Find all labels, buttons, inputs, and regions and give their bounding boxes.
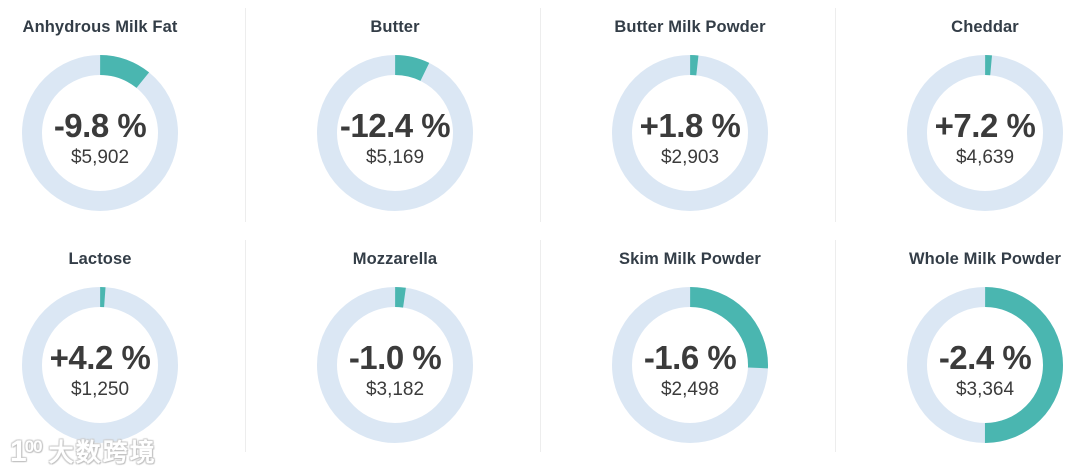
price-change-percent: -2.4 %	[938, 338, 1032, 376]
donut-chart: -1.0 % $3,182	[317, 287, 473, 443]
donut-center-text: -1.6 % $2,498	[612, 287, 768, 443]
donut-chart: -1.6 % $2,498	[612, 287, 768, 443]
price-change-percent: -1.0 %	[348, 338, 442, 376]
column-divider	[835, 8, 836, 222]
donut-center-text: +4.2 % $1,250	[22, 287, 178, 443]
column-divider	[835, 240, 836, 452]
product-title: Mozzarella	[352, 250, 438, 268]
product-panel: Butter Milk Powder +1.8 % $2,903	[590, 12, 790, 211]
average-price: $3,364	[955, 378, 1015, 400]
donut-center-text: +7.2 % $4,639	[907, 55, 1063, 211]
donut-chart: -9.8 % $5,902	[22, 55, 178, 211]
watermark-logo: 100	[10, 435, 43, 467]
donut-rings	[612, 287, 768, 443]
donut-track-ring	[317, 55, 473, 211]
donut-chart: +7.2 % $4,639	[907, 55, 1063, 211]
donut-center-text: -12.4 % $5,169	[317, 55, 473, 211]
product-title: Cheddar	[951, 18, 1019, 36]
donut-rings	[22, 287, 178, 443]
watermark: 100 大数跨境	[10, 433, 157, 467]
donut-center-text: -2.4 % $3,364	[907, 287, 1063, 443]
product-title: Whole Milk Powder	[908, 250, 1062, 268]
product-title: Lactose	[68, 250, 132, 268]
product-title: Butter Milk Powder	[614, 18, 766, 36]
price-change-percent: -9.8 %	[53, 106, 147, 144]
donut-center-text: -1.0 % $3,182	[317, 287, 473, 443]
watermark-logo-oo: 00	[24, 437, 43, 456]
donut-share-arc	[907, 287, 1063, 443]
donut-chart: +1.8 % $2,903	[612, 55, 768, 211]
product-title: Anhydrous Milk Fat	[22, 18, 178, 36]
product-panel: Mozzarella -1.0 % $3,182	[295, 244, 495, 443]
donut-share-arc	[612, 287, 768, 443]
column-divider	[540, 8, 541, 222]
average-price: $5,902	[70, 146, 130, 168]
price-change-percent: +4.2 %	[49, 338, 151, 376]
column-divider	[245, 240, 246, 452]
donut-rings	[317, 55, 473, 211]
donut-chart: -2.4 % $3,364	[907, 287, 1063, 443]
donut-rings	[317, 287, 473, 443]
average-price: $1,250	[70, 378, 130, 400]
donut-center-text: +1.8 % $2,903	[612, 55, 768, 211]
product-panel: Whole Milk Powder -2.4 % $3,364	[885, 244, 1080, 443]
donut-rings	[22, 55, 178, 211]
donut-center-text: -9.8 % $5,902	[22, 55, 178, 211]
donut-rings	[612, 55, 768, 211]
price-change-percent: +1.8 %	[639, 106, 741, 144]
price-change-percent: -1.6 %	[643, 338, 737, 376]
average-price: $2,903	[660, 146, 720, 168]
price-change-percent: -12.4 %	[339, 106, 451, 144]
price-change-percent: +7.2 %	[934, 106, 1036, 144]
average-price: $4,639	[955, 146, 1015, 168]
product-title: Butter	[370, 18, 420, 36]
product-title: Skim Milk Powder	[619, 250, 761, 268]
donut-track-ring	[907, 55, 1063, 211]
watermark-brand-text: 大数跨境	[48, 439, 157, 467]
donut-track-ring	[317, 287, 473, 443]
average-price: $2,498	[660, 378, 720, 400]
donut-rings	[907, 287, 1063, 443]
donut-rings	[907, 55, 1063, 211]
product-panel: Cheddar +7.2 % $4,639	[885, 12, 1080, 211]
product-panel: Butter -12.4 % $5,169	[295, 12, 495, 211]
donut-chart: +4.2 % $1,250	[22, 287, 178, 443]
product-panel: Skim Milk Powder -1.6 % $2,498	[590, 244, 790, 443]
donut-chart: -12.4 % $5,169	[317, 55, 473, 211]
donut-track-ring	[612, 55, 768, 211]
column-divider	[540, 240, 541, 452]
donut-track-ring	[22, 55, 178, 211]
average-price: $3,182	[365, 378, 425, 400]
product-panel: Anhydrous Milk Fat -9.8 % $5,902	[0, 12, 200, 211]
product-panel: Lactose +4.2 % $1,250	[0, 244, 200, 443]
average-price: $5,169	[365, 146, 425, 168]
donut-track-ring	[22, 287, 178, 443]
column-divider	[245, 8, 246, 222]
